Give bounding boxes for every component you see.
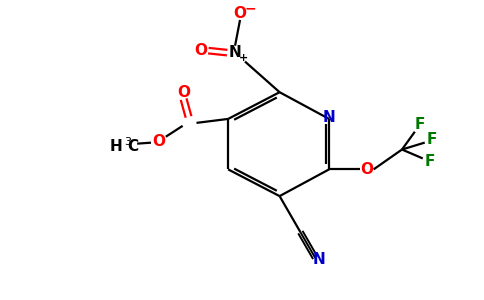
Text: N: N xyxy=(313,252,326,267)
Text: F: F xyxy=(415,117,425,132)
Text: O: O xyxy=(177,85,190,100)
Text: O: O xyxy=(360,162,373,177)
Text: F: F xyxy=(426,132,437,147)
Text: +: + xyxy=(240,52,249,63)
Text: −: − xyxy=(244,1,256,15)
Text: H: H xyxy=(109,139,122,154)
Text: O: O xyxy=(152,134,166,149)
Text: O: O xyxy=(194,43,207,58)
Text: F: F xyxy=(424,154,435,169)
Text: N: N xyxy=(323,110,335,125)
Text: 3: 3 xyxy=(124,137,131,147)
Text: N: N xyxy=(229,45,242,60)
Text: C: C xyxy=(128,139,139,154)
Text: O: O xyxy=(233,5,246,20)
